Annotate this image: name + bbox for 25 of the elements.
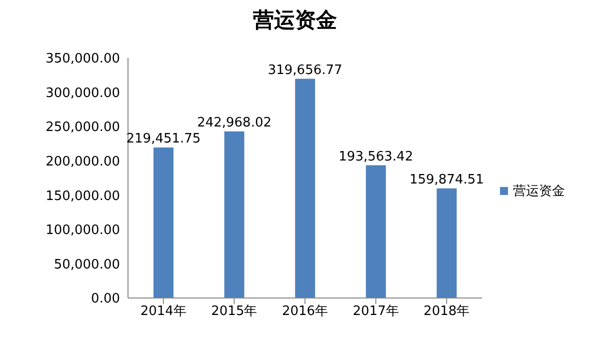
y-tick-label: 50,000.00 [54, 257, 120, 272]
bar [153, 148, 174, 298]
x-tick-label: 2018年 [424, 304, 470, 320]
chart-title: 营运资金 [252, 6, 338, 34]
y-tick-label: 150,000.00 [46, 188, 120, 204]
x-tick-label: 2017年 [352, 304, 399, 320]
data-label: 219,451.75 [126, 132, 201, 147]
data-label: 159,874.51 [409, 172, 484, 188]
y-tick-label: 100,000.00 [46, 223, 120, 238]
x-tick-label: 2015年 [211, 304, 258, 320]
data-label: 193,563.42 [338, 149, 414, 164]
data-label: 319,656.77 [268, 62, 342, 78]
legend-label: 营运资金 [513, 183, 565, 200]
y-tick-label: 300,000.00 [46, 86, 120, 101]
bar [295, 78, 316, 298]
data-label: 242,968.02 [197, 115, 272, 130]
y-tick-label: 0.00 [91, 292, 120, 307]
x-tick-label: 2016年 [282, 304, 328, 320]
y-tick-label: 350,000.00 [46, 52, 120, 67]
y-tick-label: 200,000.00 [46, 154, 120, 170]
bar [366, 165, 386, 298]
bar [436, 188, 457, 298]
y-tick-label: 250,000.00 [46, 120, 120, 136]
bar [224, 131, 244, 298]
x-tick-label: 2014年 [140, 304, 186, 320]
